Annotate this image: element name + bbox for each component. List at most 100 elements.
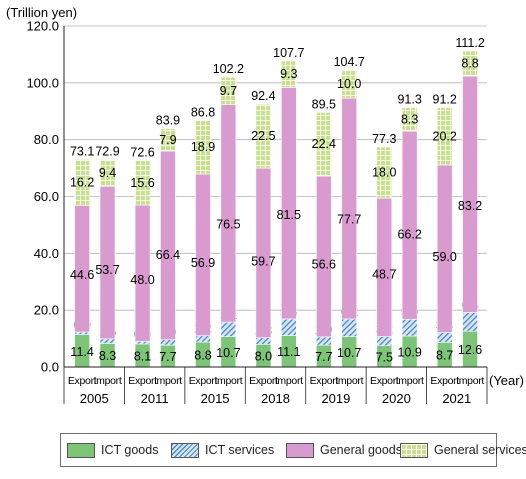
bar-segment-general-goods xyxy=(220,104,237,323)
ict-services-swatch xyxy=(171,442,199,458)
data-label-general-goods: 83.2 xyxy=(458,199,482,213)
bar-segment-general-services xyxy=(280,60,297,88)
bar-segment-general-goods xyxy=(195,173,211,337)
x-category-label: Export xyxy=(310,375,339,387)
total-label: 77.3 xyxy=(372,132,396,146)
total-label: 107.7 xyxy=(273,46,304,60)
legend-item-ict-goods: ICT goods xyxy=(67,442,158,458)
total-label: 73.1 xyxy=(70,144,94,158)
y-tick-label: 120.0 xyxy=(26,19,59,34)
bar-segment-general-goods xyxy=(341,97,358,320)
bar-segment-general-services xyxy=(255,103,272,169)
bar-segment-general-services xyxy=(401,107,418,132)
bar-segment-general-services xyxy=(160,128,176,152)
bar-segment-general-services xyxy=(74,158,90,206)
total-label: 104.7 xyxy=(334,55,365,69)
bar-segment-general-services xyxy=(436,107,453,166)
x-axis-unit-label: (Year) xyxy=(489,373,524,388)
data-label-general-services: 22.5 xyxy=(251,129,275,143)
x-category-label: Export xyxy=(430,375,459,387)
bar-segment-general-services xyxy=(134,160,151,206)
total-label: 91.3 xyxy=(397,93,421,107)
x-category-label: Export xyxy=(68,375,97,387)
x-category-label: Import xyxy=(214,375,242,387)
x-category-label: Export xyxy=(249,375,278,387)
bar-segment-ict-services xyxy=(160,339,176,346)
data-label-general-goods: 66.2 xyxy=(397,228,421,242)
data-label-general-services: 8.8 xyxy=(461,57,478,71)
y-tick-label: 20.0 xyxy=(34,303,59,318)
bar-segment-ict-services xyxy=(462,312,478,332)
year-label: 2020 xyxy=(382,391,411,406)
x-category-label: Import xyxy=(396,375,424,387)
year-label: 2005 xyxy=(80,391,109,406)
data-label-ict-goods: 7.7 xyxy=(315,350,332,364)
bar-segment-ict-services xyxy=(99,338,116,344)
data-label-ict-goods: 7.7 xyxy=(159,350,176,364)
bar-segment-ict-services xyxy=(316,336,332,346)
x-category-label: Import xyxy=(94,375,122,387)
bar-segment-general-goods xyxy=(280,87,297,320)
y-axis-unit-label: (Trillion yen) xyxy=(6,5,77,20)
x-category-label: Import xyxy=(154,375,182,387)
x-category-label: Import xyxy=(335,375,363,387)
legend-label-general-goods: General goods xyxy=(320,443,403,457)
general-services-swatch xyxy=(400,442,428,458)
bar-segment-general-goods xyxy=(316,175,332,338)
bar-segment-ict-services xyxy=(376,336,393,346)
data-label-general-services: 10.0 xyxy=(337,77,361,91)
x-category-label: Export xyxy=(370,375,399,387)
data-label-general-goods: 66.4 xyxy=(156,248,180,262)
total-label: 111.2 xyxy=(455,36,484,50)
bar-segment-general-goods xyxy=(462,75,478,313)
total-label: 91.2 xyxy=(433,93,457,107)
total-label: 92.4 xyxy=(251,89,275,103)
y-tick-label: 60.0 xyxy=(34,189,59,204)
data-label-ict-goods: 7.5 xyxy=(376,350,393,364)
bar-segment-general-services xyxy=(316,112,332,177)
bar-segment-ict-services xyxy=(280,318,297,336)
data-label-general-services: 18.9 xyxy=(191,140,215,154)
data-label-general-services: 9.3 xyxy=(280,67,297,81)
y-tick-label: 100.0 xyxy=(26,75,59,90)
data-label-general-goods: 56.6 xyxy=(312,258,336,272)
legend-item-general-services: General services xyxy=(400,442,526,458)
total-label: 89.5 xyxy=(312,97,336,111)
y-tick-label: 0.0 xyxy=(41,360,59,375)
total-label: 86.8 xyxy=(191,105,215,119)
data-label-general-goods: 53.7 xyxy=(95,263,119,277)
data-label-general-goods: 44.6 xyxy=(70,268,94,282)
data-label-ict-goods: 12.6 xyxy=(458,343,482,357)
total-label: 72.9 xyxy=(95,145,119,159)
data-label-general-services: 15.6 xyxy=(130,176,154,190)
data-label-ict-goods: 8.3 xyxy=(99,349,116,363)
ict-goods-swatch xyxy=(67,442,95,458)
bar-segment-general-services xyxy=(195,120,211,175)
bar-segment-general-goods xyxy=(436,164,453,333)
x-category-label: Import xyxy=(275,375,303,387)
total-label: 102.2 xyxy=(213,62,244,76)
general-goods-swatch xyxy=(286,442,314,458)
data-label-ict-goods: 11.4 xyxy=(70,345,93,359)
data-label-ict-goods: 11.1 xyxy=(277,345,300,359)
data-label-general-goods: 59.0 xyxy=(433,250,457,264)
bar-segment-general-services xyxy=(220,76,237,106)
year-label: 2019 xyxy=(321,391,350,406)
legend-label-ict-services: ICT services xyxy=(205,443,275,457)
total-label: 83.9 xyxy=(156,114,180,128)
data-label-general-services: 20.2 xyxy=(433,129,457,143)
data-label-ict-goods: 8.1 xyxy=(134,349,151,363)
bar-segment-ict-services xyxy=(195,335,211,343)
data-label-ict-goods: 10.7 xyxy=(216,346,240,360)
bar-segment-ict-services xyxy=(220,321,237,337)
data-label-general-services: 18.0 xyxy=(372,166,396,180)
data-label-general-services: 22.4 xyxy=(312,137,336,151)
year-label: 2015 xyxy=(201,391,230,406)
data-label-general-services: 7.9 xyxy=(159,133,176,147)
y-tick-label: 80.0 xyxy=(34,132,59,147)
year-label: 2011 xyxy=(141,391,169,406)
x-category-label: Import xyxy=(456,375,484,387)
x-category-label: Export xyxy=(128,375,157,387)
bar-segment-ict-services xyxy=(341,318,358,337)
